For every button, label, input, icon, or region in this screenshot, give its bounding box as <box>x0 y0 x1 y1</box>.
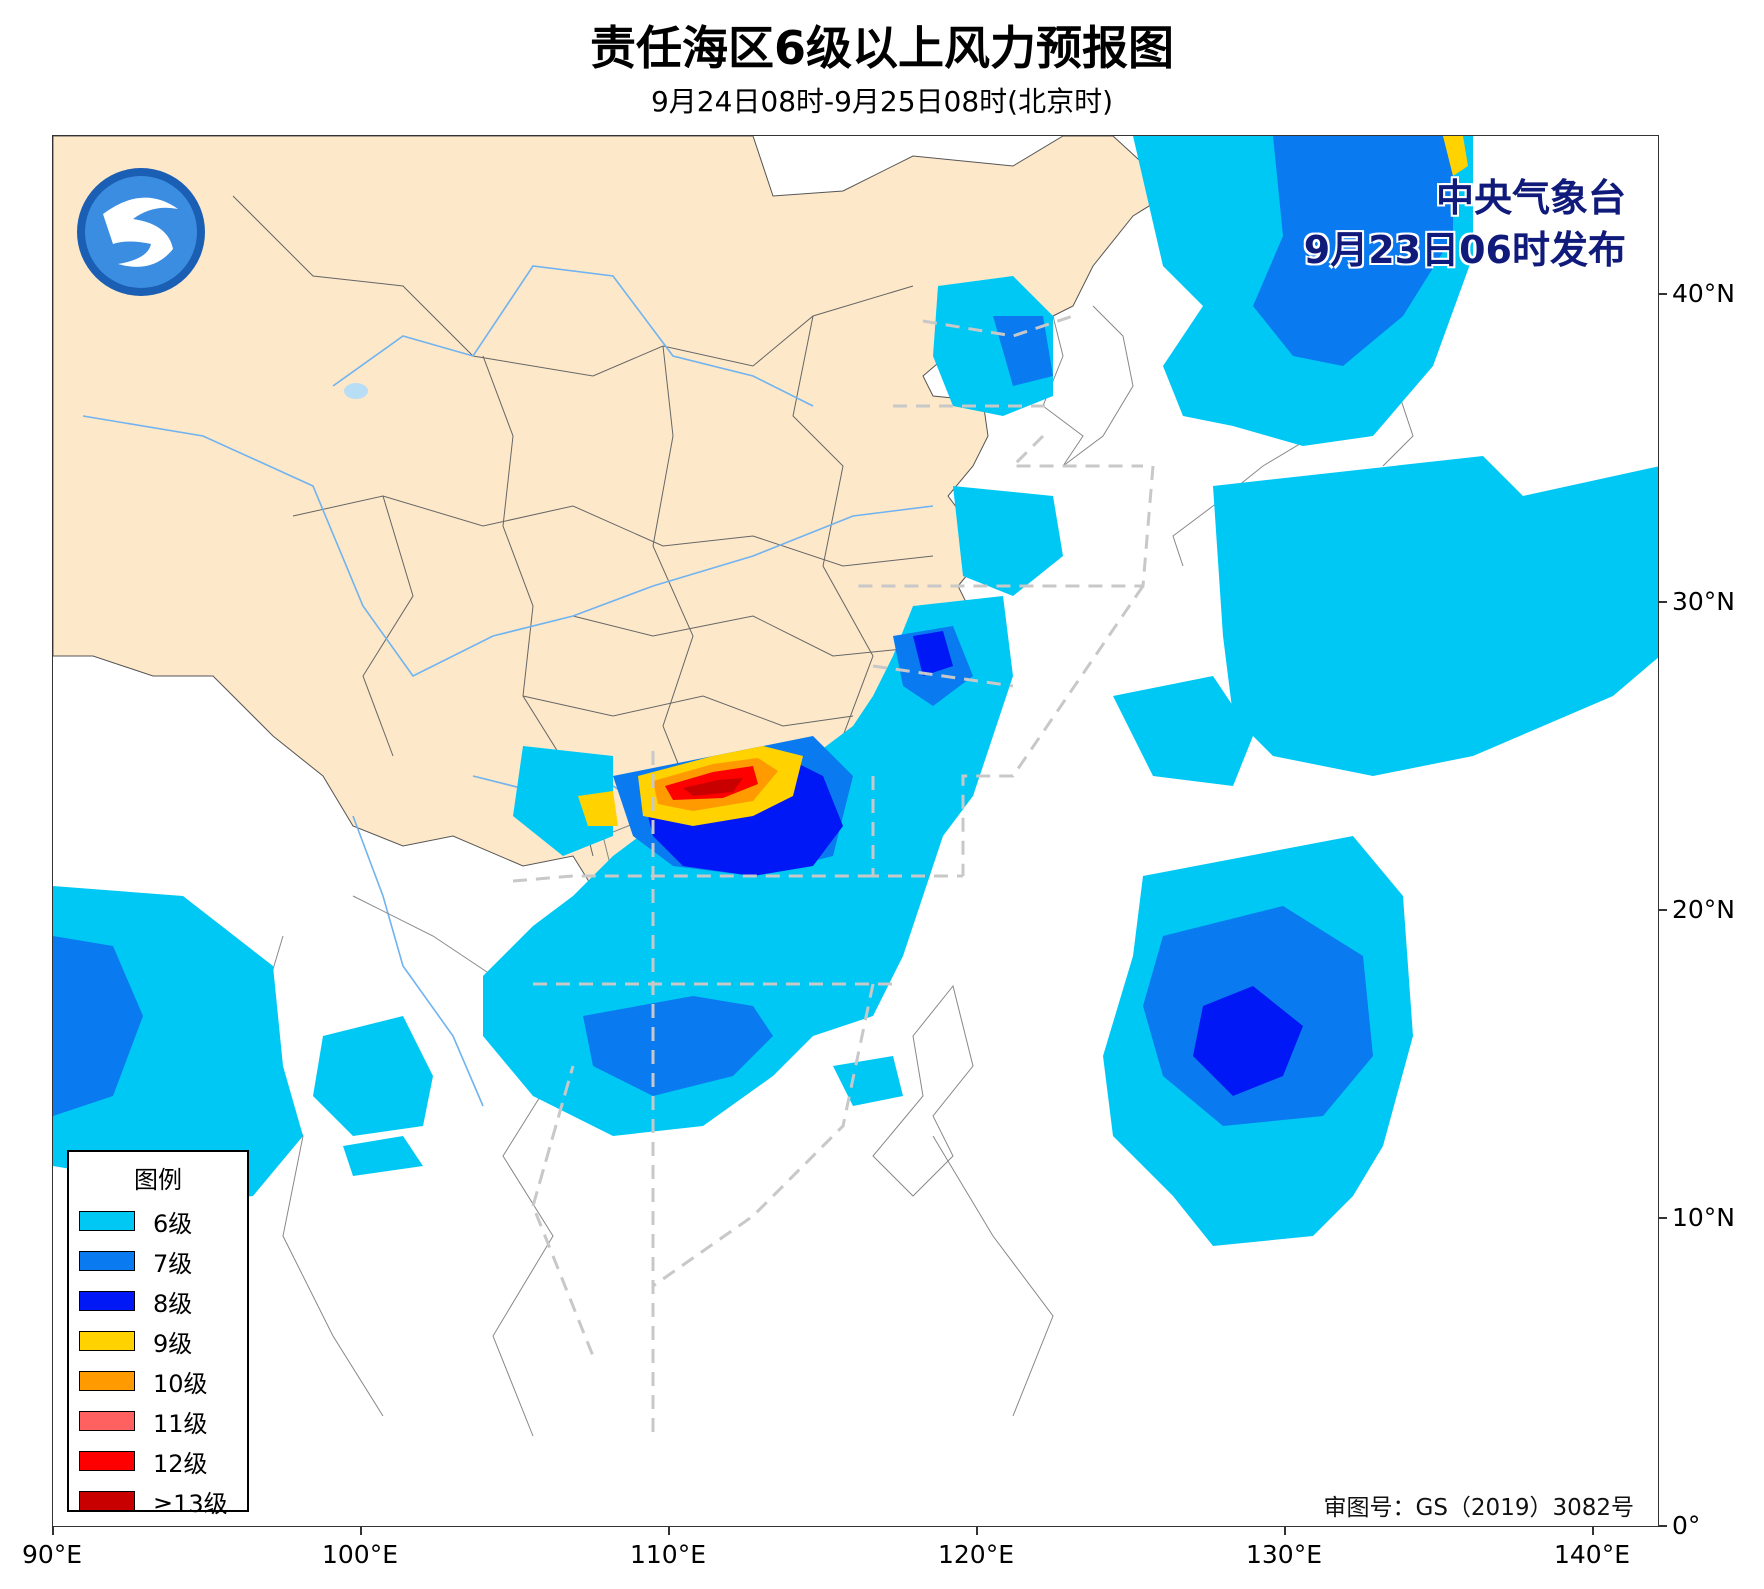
lon-tick <box>52 1527 54 1535</box>
legend-item: 10级 <box>69 1361 247 1401</box>
legend-label: 6级 <box>153 1209 193 1238</box>
legend-label: 12级 <box>153 1449 208 1478</box>
forecast-period: 9月24日08时-9月25日08时(北京时) <box>650 85 1114 118</box>
legend-swatch <box>79 1451 135 1471</box>
lon-label: 120°E <box>938 1540 1015 1569</box>
legend-swatch <box>79 1411 135 1431</box>
legend-swatch <box>79 1331 135 1351</box>
lat-tick <box>1659 1217 1667 1219</box>
legend-item: 12级 <box>69 1441 247 1481</box>
lat-tick <box>1659 601 1667 603</box>
legend-label: 8级 <box>153 1289 193 1318</box>
publisher-org: 中央气象台 <box>1435 176 1626 220</box>
lon-tick <box>668 1527 670 1535</box>
qinghai-lake <box>344 383 368 399</box>
lat-label: 10°N <box>1672 1203 1736 1232</box>
lon-tick <box>1592 1527 1594 1535</box>
lat-tick <box>1659 1525 1667 1527</box>
lon-tick <box>1284 1527 1286 1535</box>
map-review-number: 审图号：GS（2019）3082号 <box>1319 1488 1638 1522</box>
legend-item: 6级 <box>69 1201 247 1241</box>
cma-logo-icon <box>73 164 209 300</box>
lon-label: 100°E <box>322 1540 399 1569</box>
wind-forecast-map: 中央气象台 9月23日06时发布 图例 6级 7级 8级 9级 10级 11级 … <box>52 135 1659 1527</box>
lat-label: 20°N <box>1672 895 1736 924</box>
map-canvas <box>53 136 1658 1437</box>
legend-item: 9级 <box>69 1321 247 1361</box>
legend-swatch <box>79 1371 135 1391</box>
legend: 图例 6级 7级 8级 9级 10级 11级 12级 ≥13级 <box>67 1150 249 1518</box>
legend-swatch <box>79 1211 135 1231</box>
legend-item: 8级 <box>69 1281 247 1321</box>
lon-tick <box>360 1527 362 1535</box>
legend-label: 9级 <box>153 1329 193 1358</box>
lat-label: 30°N <box>1672 587 1736 616</box>
lon-label: 130°E <box>1246 1540 1323 1569</box>
map-title: 责任海区6级以上风力预报图 <box>589 21 1174 75</box>
lon-label: 140°E <box>1554 1540 1631 1569</box>
lat-tick <box>1659 909 1667 911</box>
lat-label: 40°N <box>1672 279 1736 308</box>
lon-label: 90°E <box>22 1540 83 1569</box>
legend-label: ≥13级 <box>153 1489 228 1518</box>
legend-label: 11级 <box>153 1409 208 1438</box>
lat-label: 0° <box>1672 1511 1701 1540</box>
legend-item: ≥13级 <box>69 1481 247 1521</box>
legend-label: 10级 <box>153 1369 208 1398</box>
legend-label: 7级 <box>153 1249 193 1278</box>
lat-tick <box>1659 293 1667 295</box>
legend-item: 11级 <box>69 1401 247 1441</box>
publisher-issued: 9月23日06时发布 <box>1303 228 1626 272</box>
lon-label: 110°E <box>630 1540 707 1569</box>
legend-item: 7级 <box>69 1241 247 1281</box>
legend-title: 图例 <box>134 1166 182 1194</box>
legend-swatch <box>79 1491 135 1511</box>
lon-tick <box>976 1527 978 1535</box>
wind-level-13-areas <box>683 778 743 796</box>
legend-swatch <box>79 1291 135 1311</box>
sea-zone-boundaries <box>512 314 1155 1436</box>
legend-swatch <box>79 1251 135 1271</box>
publisher-stamp: 中央气象台 9月23日06时发布 <box>1304 172 1626 276</box>
